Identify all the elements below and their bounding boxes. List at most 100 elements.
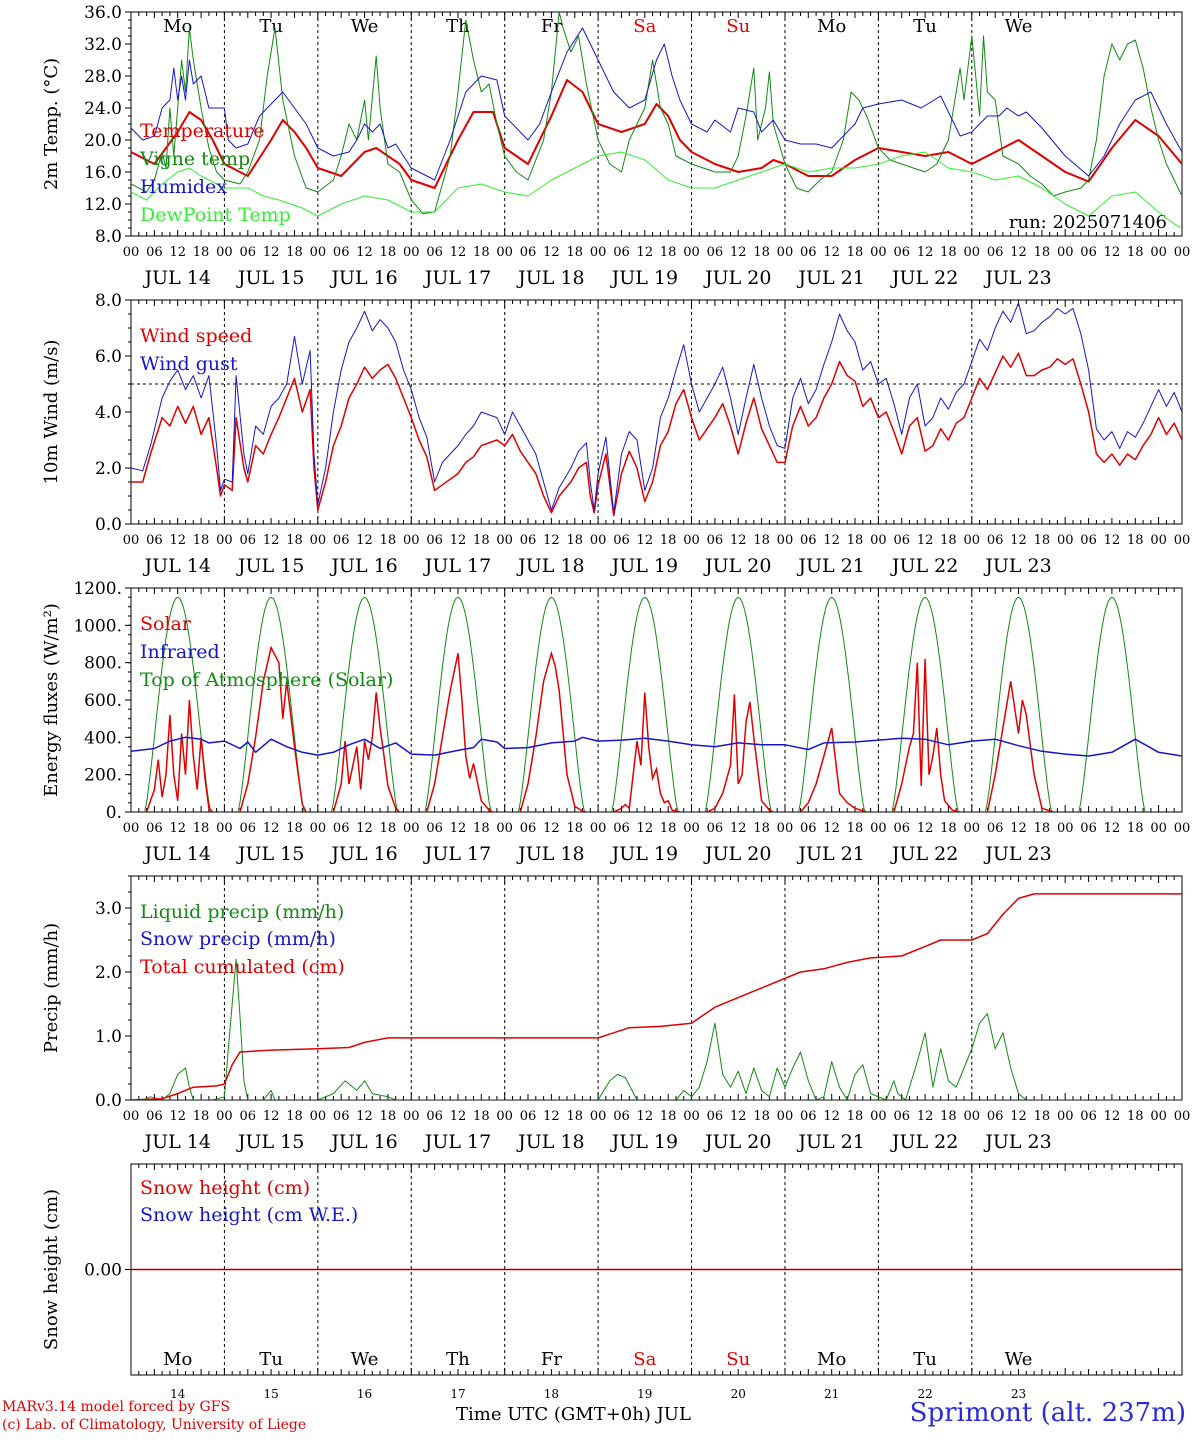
lab-credit: (c) Lab. of Climatology, University of L…	[2, 1417, 307, 1433]
hour-label: 06	[520, 1109, 537, 1124]
plot-area	[131, 302, 1182, 517]
hour-label: 06	[333, 1109, 350, 1124]
series-line-wind-gust	[131, 302, 1182, 514]
y-tick-label: 12.0	[84, 195, 122, 215]
hour-label: 06	[426, 821, 443, 836]
date-label: JUL 18	[516, 555, 584, 577]
hour-label: 06	[800, 533, 817, 548]
y-tick-label: 0.0	[95, 1091, 122, 1111]
hour-label: 12	[1104, 1109, 1121, 1124]
hour-label: 00	[216, 1109, 233, 1124]
bottom-date-label: 23	[1011, 1387, 1026, 1401]
bottom-date-label: 22	[917, 1387, 932, 1401]
hour-label: 12	[543, 533, 560, 548]
hour-label: 00	[683, 821, 700, 836]
panel-3: 0. 200. 400. 600. 800. 1000. 1200. Energy fluxe…	[41, 579, 1190, 865]
date-label: JUL 22	[890, 555, 958, 577]
hour-label: 12	[169, 821, 186, 836]
hour-label: 12	[263, 1109, 280, 1124]
y-minor-ticks	[128, 299, 131, 525]
bottom-date-label: 14	[170, 1387, 186, 1401]
hour-ticks	[130, 12, 1183, 236]
hour-label: 12	[169, 245, 186, 260]
hour-label: 06	[707, 1109, 724, 1124]
hour-label: 18	[660, 245, 677, 260]
hour-label: 06	[240, 1109, 257, 1124]
hour-label: 00	[403, 1109, 420, 1124]
date-label: JUL 19	[610, 843, 678, 865]
legend-entry: Vigne temp	[139, 148, 250, 170]
y-tick-label: 32.0	[84, 35, 122, 55]
hour-label: 00	[777, 821, 794, 836]
y-tick-label: 3.0	[95, 899, 122, 919]
hour-label: 06	[613, 533, 630, 548]
date-label: JUL 14	[142, 555, 210, 577]
hour-label: 18	[753, 245, 770, 260]
hour-label: 12	[730, 245, 747, 260]
hour-label: 06	[987, 1109, 1004, 1124]
hour-label: 06	[613, 245, 630, 260]
date-label: JUL 17	[423, 267, 491, 289]
hour-label: 00	[590, 1109, 607, 1124]
hour-label: 12	[730, 533, 747, 548]
hour-label: 12	[917, 533, 934, 548]
weekday-label: Th	[446, 1349, 470, 1370]
hour-label: 12	[356, 1109, 373, 1124]
series-line-toa-solar	[144, 596, 1146, 812]
hour-label: 18	[660, 533, 677, 548]
hour-label: 18	[473, 1109, 490, 1124]
y-axis-label: Energy fluxes (W/m²)	[41, 603, 62, 797]
hour-ticks	[130, 300, 1183, 524]
hour-label: 06	[800, 245, 817, 260]
hour-label: 12	[263, 821, 280, 836]
hour-label: 06	[987, 821, 1004, 836]
hour-label: 12	[917, 245, 934, 260]
hour-label: 18	[566, 533, 583, 548]
series-line-temperature	[131, 79, 1182, 189]
series-line-infrared	[131, 736, 1182, 757]
weekday-label: Tu	[913, 16, 937, 37]
date-label: JUL 17	[423, 843, 491, 865]
hour-label: 12	[1010, 1109, 1027, 1124]
date-label: JUL 17	[423, 1131, 491, 1153]
legend-entry: Humidex	[140, 176, 227, 198]
hour-label: 18	[473, 245, 490, 260]
hour-label: 00	[123, 245, 140, 260]
hour-label: 18	[286, 245, 303, 260]
hour-label: 12	[450, 821, 467, 836]
hour-label: 00	[964, 1109, 981, 1124]
hour-ticks	[130, 876, 1183, 1100]
hour-label: 06	[146, 1109, 163, 1124]
hour-label: 18	[940, 245, 957, 260]
hour-label: 06	[426, 245, 443, 260]
hour-label: 00	[1150, 245, 1167, 260]
bottom-date-label: 15	[263, 1387, 278, 1401]
hour-label: 12	[543, 1109, 560, 1124]
date-label: JUL 14	[142, 843, 210, 865]
hour-label: 18	[1034, 245, 1051, 260]
hour-label: 18	[1034, 533, 1051, 548]
hour-label: 12	[637, 245, 654, 260]
hour-label: 00	[777, 533, 794, 548]
hour-label: 18	[1127, 533, 1144, 548]
hour-label: 06	[800, 1109, 817, 1124]
y-tick-label: 20.0	[84, 131, 122, 151]
hour-label: 00	[496, 533, 513, 548]
hour-label: 06	[520, 821, 537, 836]
hour-label: 06	[520, 245, 537, 260]
time-axis-label: Time UTC (GMT+0h) JUL	[456, 1404, 691, 1425]
hour-label: 12	[823, 821, 840, 836]
hour-label: 00	[1150, 1109, 1167, 1124]
hour-label: 00	[123, 533, 140, 548]
hour-label: 00	[310, 821, 327, 836]
y-tick-label: 600.	[84, 691, 122, 711]
date-label: JUL 17	[423, 555, 491, 577]
plot-area	[131, 12, 1182, 229]
model-credit: MARv3.14 model forced by GFS	[2, 1399, 231, 1415]
hour-label: 18	[193, 245, 210, 260]
weekday-label: Mo	[817, 16, 846, 37]
hour-label: 18	[566, 1109, 583, 1124]
y-tick-label: 200.	[84, 766, 122, 786]
y-tick-label: 36.0	[84, 3, 122, 23]
